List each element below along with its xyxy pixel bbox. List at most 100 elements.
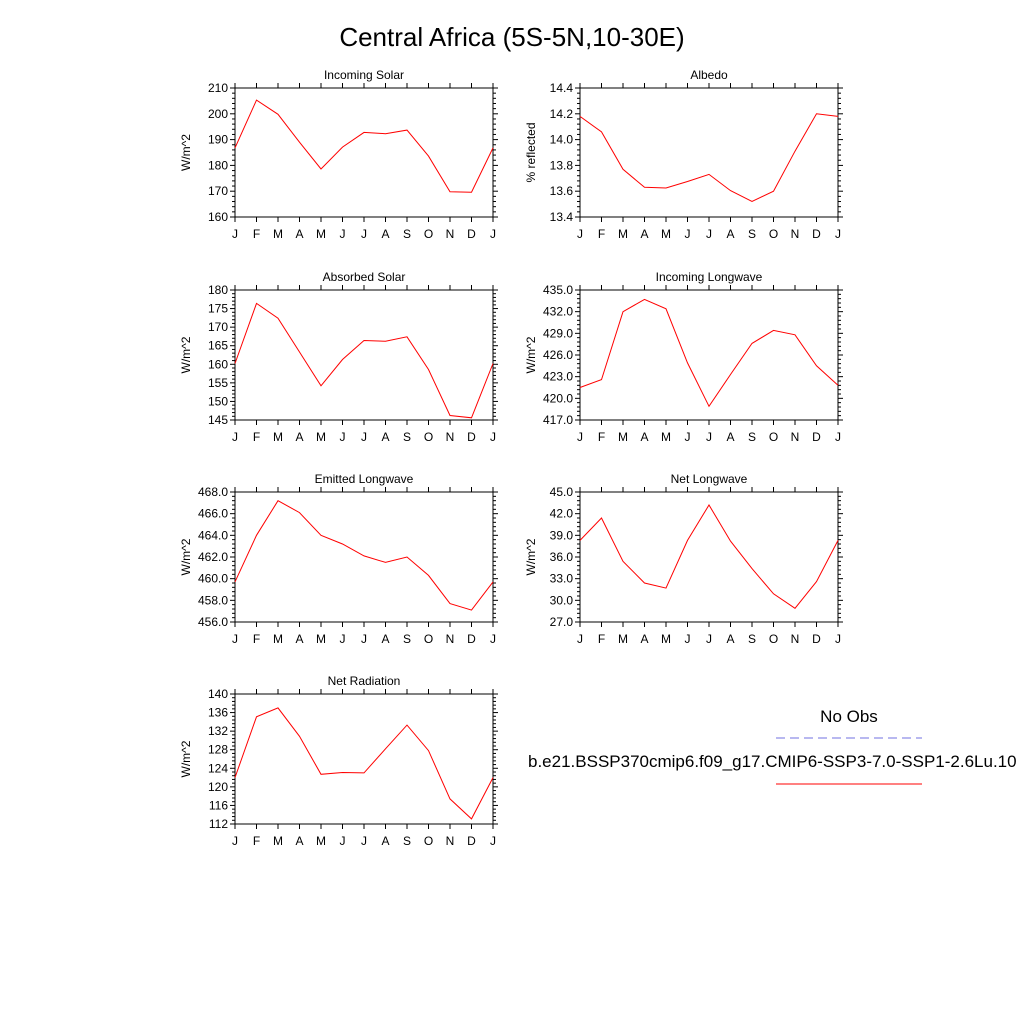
y-tick-label: 466.0: [198, 507, 228, 521]
x-tick-label: F: [253, 834, 260, 848]
y-tick-label: 155: [208, 376, 228, 390]
x-tick-label: M: [661, 227, 671, 241]
x-tick-label: J: [490, 834, 496, 848]
y-tick-label: 39.0: [550, 528, 574, 542]
x-tick-label: J: [232, 632, 238, 646]
x-tick-label: A: [295, 227, 303, 241]
panel-incoming-longwave: Incoming Longwave 417.0 420.0 423.0 426.0 429…: [524, 270, 843, 444]
y-tick-label: 13.6: [550, 184, 574, 198]
x-tick-label: N: [791, 227, 800, 241]
x-tick-label: O: [769, 430, 778, 444]
y-tick-label: 150: [208, 394, 228, 408]
x-tick-label: F: [253, 632, 260, 646]
y-tick-label: 128: [208, 743, 228, 757]
x-tick-label: A: [726, 227, 734, 241]
panel-title: Incoming Solar: [324, 68, 404, 82]
x-tick-label: S: [403, 430, 411, 444]
x-tick-label: S: [748, 227, 756, 241]
x-tick-label: J: [232, 834, 238, 848]
x-tick-label: S: [748, 430, 756, 444]
y-tick-label: 112: [209, 817, 228, 831]
x-tick-label: D: [467, 227, 476, 241]
y-tick-label: 14.2: [550, 107, 574, 121]
y-tick-label: 170: [208, 184, 228, 198]
x-tick-label: N: [446, 834, 455, 848]
x-tick-label: S: [403, 834, 411, 848]
y-tick-label: 190: [208, 133, 228, 147]
x-tick-label: A: [381, 834, 389, 848]
x-tick-label: J: [361, 430, 367, 444]
x-tick-label: S: [403, 227, 411, 241]
panel-title: Albedo: [690, 68, 728, 82]
x-tick-label: O: [424, 227, 433, 241]
y-tick-label: 124: [208, 761, 228, 775]
y-axis-label: W/m^2: [179, 336, 193, 373]
x-tick-label: M: [618, 632, 628, 646]
y-axis-label: W/m^2: [524, 538, 538, 575]
y-tick-label: 175: [208, 302, 228, 316]
x-tick-label: M: [273, 632, 283, 646]
y-tick-label: 30.0: [550, 593, 574, 607]
x-tick-label: D: [812, 430, 821, 444]
x-tick-label: J: [685, 632, 691, 646]
x-tick-label: J: [490, 632, 496, 646]
y-tick-label: 423.0: [543, 370, 573, 384]
x-tick-label: J: [490, 227, 496, 241]
x-tick-label: J: [232, 227, 238, 241]
x-tick-label: A: [381, 632, 389, 646]
x-tick-label: F: [253, 430, 260, 444]
y-tick-label: 200: [208, 107, 228, 121]
panel-absorbed-solar: Absorbed Solar 145 150 155 160 165 170 175 180 J F…: [179, 270, 498, 444]
x-tick-label: A: [295, 632, 303, 646]
x-tick-label: J: [577, 430, 583, 444]
x-tick-label: M: [273, 834, 283, 848]
x-tick-label: N: [791, 632, 800, 646]
x-tick-label: J: [340, 227, 346, 241]
x-tick-label: A: [381, 430, 389, 444]
y-tick-label: 145: [208, 413, 228, 427]
y-tick-label: 14.4: [550, 81, 574, 95]
series-line: [234, 500, 494, 611]
x-tick-label: A: [640, 227, 648, 241]
y-axis-label: W/m^2: [524, 336, 538, 373]
series-line: [234, 99, 494, 193]
panel-title: Incoming Longwave: [656, 270, 763, 284]
x-tick-label: D: [467, 834, 476, 848]
panel-net-longwave: Net Longwave 27.0 30.0 33.0 36.0 39.0 42.0 45.0…: [524, 472, 843, 646]
y-tick-label: 170: [208, 320, 228, 334]
x-tick-label: J: [340, 834, 346, 848]
x-tick-label: J: [706, 632, 712, 646]
page-title: Central Africa (5S-5N,10-30E): [339, 22, 684, 52]
x-tick-label: J: [232, 430, 238, 444]
x-tick-label: F: [598, 227, 605, 241]
x-tick-label: J: [706, 430, 712, 444]
x-tick-label: J: [361, 227, 367, 241]
x-tick-label: A: [640, 632, 648, 646]
x-tick-label: M: [661, 632, 671, 646]
y-tick-label: 120: [208, 780, 228, 794]
x-tick-label: S: [403, 632, 411, 646]
series-line: [579, 113, 839, 203]
x-tick-label: J: [835, 227, 841, 241]
x-tick-label: F: [253, 227, 260, 241]
y-axis-label: W/m^2: [179, 538, 193, 575]
panel-title: Emitted Longwave: [315, 472, 414, 486]
y-tick-label: 417.0: [543, 413, 573, 427]
x-tick-label: J: [685, 227, 691, 241]
x-tick-label: A: [640, 430, 648, 444]
x-tick-label: O: [769, 227, 778, 241]
y-tick-label: 45.0: [550, 485, 574, 499]
legend-model-label: b.e21.BSSP370cmip6.f09_g17.CMIP6-SSP3-7.…: [528, 752, 1017, 771]
x-tick-label: O: [424, 430, 433, 444]
y-tick-label: 33.0: [550, 572, 574, 586]
x-tick-label: J: [361, 834, 367, 848]
series-line: [234, 302, 494, 419]
x-tick-label: A: [295, 430, 303, 444]
x-tick-label: S: [748, 632, 756, 646]
x-tick-label: O: [769, 632, 778, 646]
x-tick-label: M: [661, 430, 671, 444]
x-tick-label: J: [361, 632, 367, 646]
y-tick-label: 458.0: [198, 593, 228, 607]
